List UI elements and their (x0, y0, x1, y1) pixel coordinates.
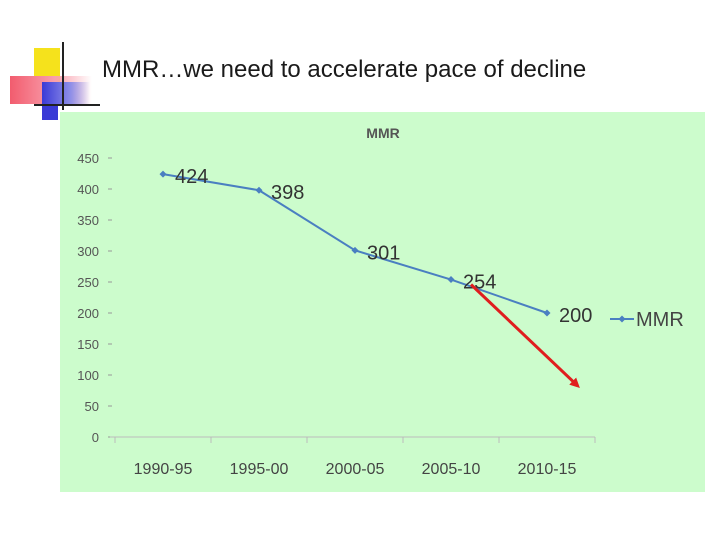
x-tick-label: 1990-95 (134, 461, 193, 478)
data-point (159, 170, 167, 178)
decline-arrow (469, 283, 580, 388)
x-tick-label: 2010-15 (518, 461, 577, 478)
y-tick-label: 200 (77, 306, 99, 321)
y-tick-label: 100 (77, 368, 99, 383)
legend-label: MMR (636, 309, 684, 331)
x-tick-label: 2000-05 (326, 461, 385, 478)
slide-title: MMR…we need to accelerate pace of declin… (102, 56, 587, 83)
data-label: 254 (463, 272, 496, 294)
y-tick-label: 0 (92, 430, 99, 445)
x-tick-label: 1995-00 (230, 461, 289, 478)
x-tick-label: 2005-10 (422, 461, 481, 478)
y-tick-label: 300 (77, 244, 99, 259)
data-label: 301 (367, 242, 400, 264)
y-tick-label: 450 (77, 151, 99, 166)
data-point (543, 309, 551, 317)
deco-vertical-line (62, 42, 64, 110)
y-tick-label: 250 (77, 275, 99, 290)
data-label: 200 (559, 305, 592, 327)
y-tick-label: 50 (85, 399, 99, 414)
deco-horizontal-line (34, 104, 100, 106)
chart-title: MMR (366, 125, 399, 141)
y-tick-label: 400 (77, 182, 99, 197)
legend-marker (618, 315, 626, 323)
y-tick-label: 150 (77, 337, 99, 352)
data-label: 398 (271, 182, 304, 204)
data-point (447, 276, 455, 284)
deco-blue-square (42, 104, 58, 120)
deco-blue-block (42, 82, 90, 104)
data-point (351, 246, 359, 254)
data-point (255, 186, 263, 194)
y-tick-label: 350 (77, 213, 99, 228)
data-label: 424 (175, 166, 208, 188)
